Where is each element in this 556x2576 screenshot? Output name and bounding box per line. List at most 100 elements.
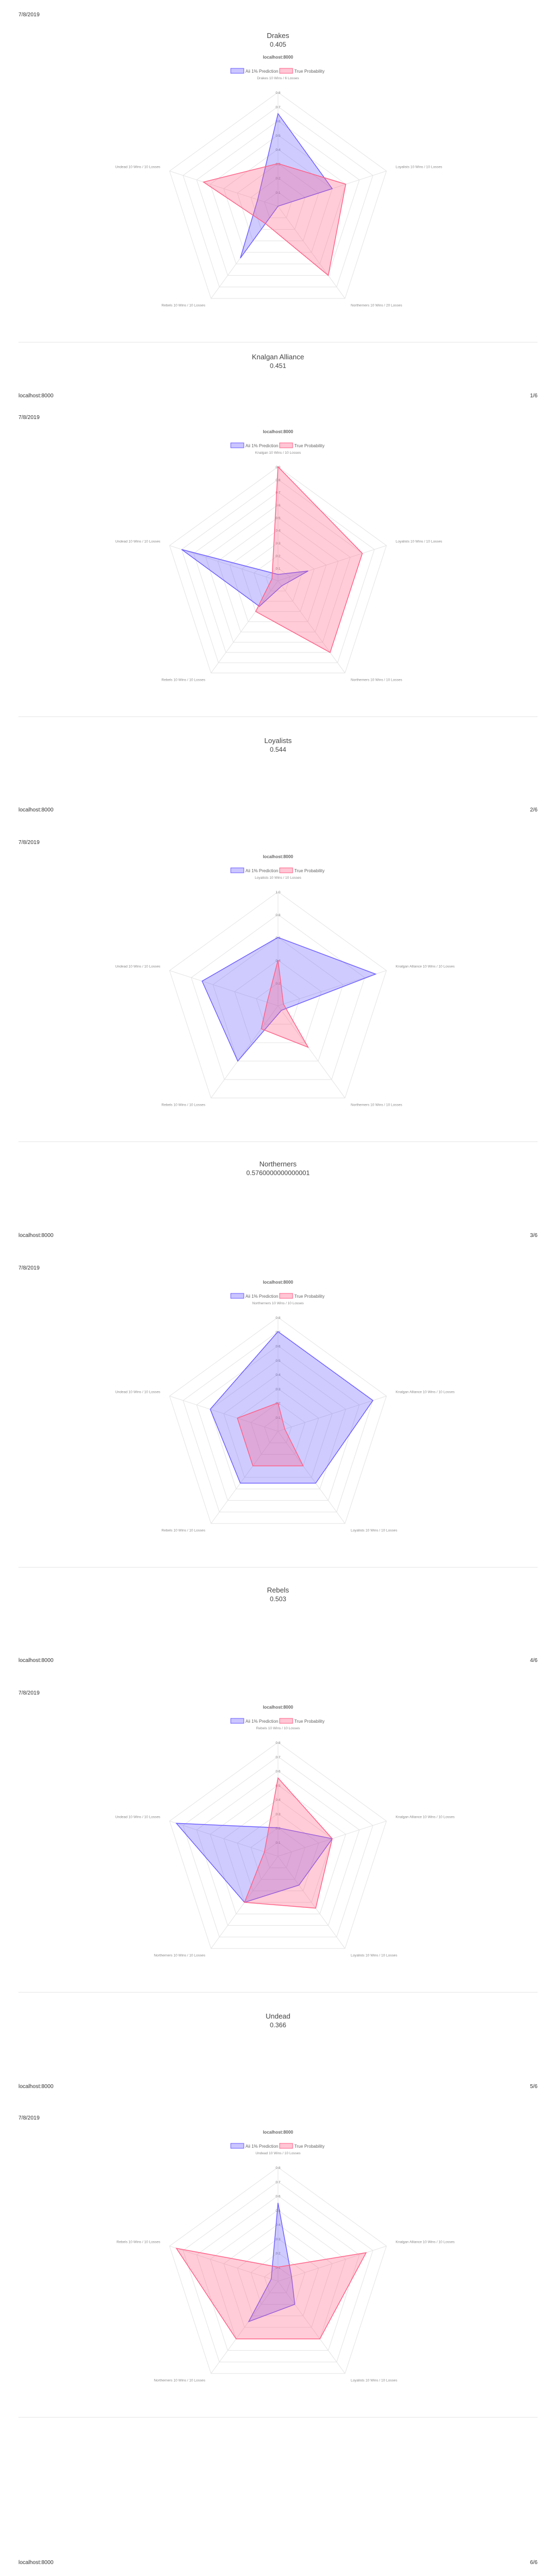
axis-label: Loyalists 10 Wins / 10 Losses xyxy=(396,166,443,169)
grid-ring xyxy=(210,1785,346,1914)
grid-spoke xyxy=(169,170,279,207)
series-area-true-probability xyxy=(261,960,309,1048)
print-url: localhost:8000 xyxy=(18,2084,54,2090)
faction-score: 0.366 xyxy=(269,2021,287,2029)
grid-ring xyxy=(250,1402,306,1455)
tick-label: 0.6 xyxy=(275,1770,280,1774)
tick-label: 0.4 xyxy=(275,148,280,152)
axis-label: Undead 10 Wins / 10 Losses xyxy=(115,1816,161,1819)
legend-swatch-ai xyxy=(230,867,244,873)
page-number: 1/6 xyxy=(530,393,538,399)
print-date: 7/8/2019 xyxy=(18,12,40,18)
series-area-ai-prediction xyxy=(175,1823,333,1903)
grid-ring xyxy=(205,504,351,643)
faction-title: Loyalists 0.544 xyxy=(0,737,556,753)
grid-ring xyxy=(182,2181,374,2363)
tick-label: 0.4 xyxy=(275,1798,280,1802)
print-header: 7/8/2019 xyxy=(0,413,556,423)
tick-label: 0.7 xyxy=(275,1755,280,1759)
print-host: localhost:8000 xyxy=(263,2130,293,2135)
legend-item-true[interactable]: True Probability xyxy=(279,2143,325,2149)
axis-label: Northerners 10 Wins / 10 Losses xyxy=(252,1302,304,1305)
grid-ring xyxy=(250,2252,306,2305)
tick-label: 0.8 xyxy=(275,1316,280,1320)
faction-name: Rebels xyxy=(267,1586,289,1594)
tick-label: 0.7 xyxy=(275,2180,280,2184)
legend-item-ai[interactable]: Aii 1% Prediction xyxy=(230,867,278,873)
axis-label: Loyalists 10 Wins / 10 Losses xyxy=(396,540,443,544)
grid-spoke xyxy=(211,580,279,674)
grid-ring xyxy=(229,530,327,622)
legend-item-true[interactable]: True Probability xyxy=(279,442,325,448)
legend-item-ai[interactable]: Aii 1% Prediction xyxy=(230,1718,278,1724)
axis-label: Rebels 10 Wins / 10 Losses xyxy=(161,304,205,308)
print-url: localhost:8000 xyxy=(18,393,54,399)
faction-title: Undead 0.366 xyxy=(0,2012,556,2029)
legend-item-ai[interactable]: Aii 1% Prediction xyxy=(230,68,278,74)
axis-label: Rebels 10 Wins / 10 Losses xyxy=(161,1103,205,1107)
divider xyxy=(18,1567,538,1568)
legend-item-true[interactable]: True Probability xyxy=(279,68,325,74)
series-area-true-probability xyxy=(244,1777,333,1909)
grid-ring xyxy=(237,1813,319,1892)
legend-swatch-true xyxy=(279,867,293,873)
legend-item-ai[interactable]: Aii 1% Prediction xyxy=(230,442,278,448)
grid-spoke xyxy=(277,2245,387,2282)
tick-label: 1.0 xyxy=(275,891,280,894)
grid-spoke xyxy=(211,1431,279,1524)
grid-ring xyxy=(264,192,292,218)
legend-item-true[interactable]: True Probability xyxy=(279,1718,325,1724)
print-date: 7/8/2019 xyxy=(18,1690,40,1696)
chart-legend: Aii 1% Prediction True Probability xyxy=(230,1293,325,1299)
axis-label: Rebels 10 Wins / 10 Losses xyxy=(161,1529,205,1533)
print-date: 7/8/2019 xyxy=(18,840,40,846)
grid-ring xyxy=(237,163,319,242)
legend-swatch-ai xyxy=(230,68,244,74)
legend-item-ai[interactable]: Aii 1% Prediction xyxy=(230,2143,278,2149)
print-host: localhost:8000 xyxy=(263,1705,293,1710)
page-number: 2/6 xyxy=(530,807,538,813)
divider xyxy=(18,1992,538,1993)
print-footer: localhost:8000 1/6 xyxy=(0,391,556,402)
tick-label: 0.1 xyxy=(275,1416,280,1420)
grid-spoke xyxy=(277,2281,345,2374)
legend-item-true[interactable]: True Probability xyxy=(279,1293,325,1299)
grid-ring xyxy=(264,1417,292,1443)
grid-spoke xyxy=(169,2245,279,2282)
print-date: 7/8/2019 xyxy=(18,1265,40,1271)
grid-spoke xyxy=(277,970,387,1006)
grid-ring xyxy=(212,937,344,1062)
legend-item-true[interactable]: True Probability xyxy=(279,867,325,873)
legend-swatch-true xyxy=(279,442,293,448)
legend-item-ai[interactable]: Aii 1% Prediction xyxy=(230,1293,278,1299)
tick-label: 0.8 xyxy=(275,2166,280,2170)
grid-spoke xyxy=(277,1856,345,1949)
series-area-ai-prediction xyxy=(181,549,308,607)
grid-ring xyxy=(181,479,375,663)
grid-ring xyxy=(223,149,333,253)
legend-swatch-true xyxy=(279,68,293,74)
print-header: 7/8/2019 xyxy=(0,1263,556,1274)
grid-spoke xyxy=(277,545,387,581)
tick-label: 0.7 xyxy=(275,105,280,109)
page-number: 4/6 xyxy=(530,1658,538,1664)
radar-chart: localhost:8000 Aii 1% Prediction True Prob… xyxy=(117,2130,455,2383)
chart-legend: Aii 1% Prediction True Probability xyxy=(230,1718,325,1724)
grid-spoke xyxy=(277,1431,345,1524)
tick-label: 0.8 xyxy=(275,1741,280,1745)
series-area-true-probability xyxy=(202,163,346,276)
axis-label: Undead 10 Wins / 10 Losses xyxy=(115,540,161,544)
print-date: 7/8/2019 xyxy=(18,415,40,421)
grid-ring xyxy=(210,1360,346,1489)
legend-label-true: True Probability xyxy=(294,1294,325,1299)
grid-ring xyxy=(191,914,365,1080)
legend-swatch-ai xyxy=(230,1293,244,1299)
grid-ring xyxy=(210,135,346,264)
tick-label: 0.8 xyxy=(275,913,280,917)
axis-label: Loyalists 10 Wins / 10 Losses xyxy=(351,1954,397,1958)
faction-title: Northerners 0.5760000000000001 xyxy=(0,1160,556,1177)
tick-label: 0.6 xyxy=(275,504,280,507)
print-header: 7/8/2019 xyxy=(0,1688,556,1699)
tick-label: 0.5 xyxy=(275,1784,280,1788)
grid-ring xyxy=(223,1799,333,1903)
